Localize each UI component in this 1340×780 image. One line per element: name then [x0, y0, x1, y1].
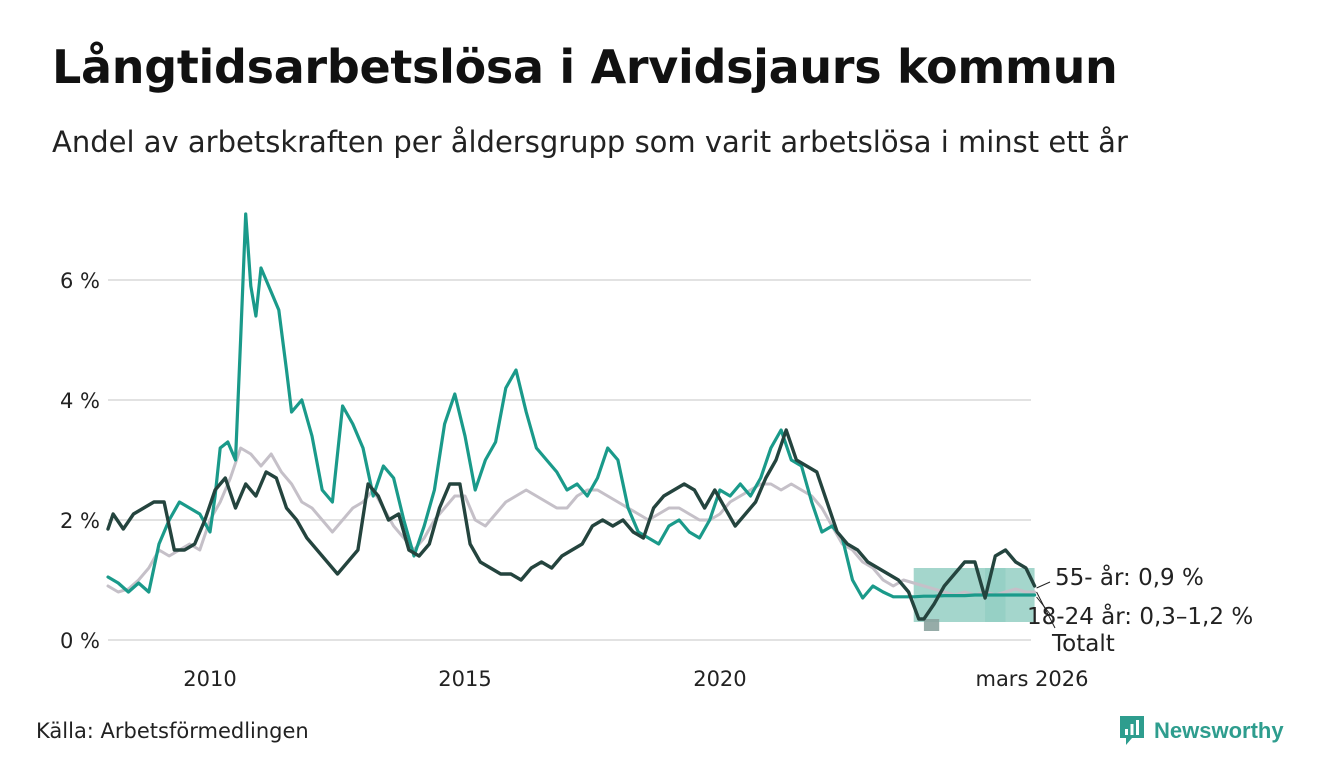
band-55 [923, 619, 940, 631]
end-label-55: 55- år: 0,9 % [1055, 563, 1204, 591]
page-subtitle: Andel av arbetskraften per åldersgrupp s… [52, 125, 1128, 159]
x-tick-label: 2020 [693, 667, 746, 691]
y-tick-label: 0 % [60, 629, 100, 653]
x-tick-label: mars 2026 [975, 667, 1088, 691]
x-tick-label: 2015 [438, 667, 491, 691]
line-totalt [106, 446, 1037, 597]
newsworthy-logo-icon [1120, 716, 1144, 745]
leader-totalt [1036, 591, 1056, 629]
source-note: Källa: Arbetsförmedlingen [36, 719, 309, 743]
page-title: Långtidsarbetslösa i Arvidsjaurs kommun [52, 40, 1118, 94]
y-tick-label: 2 % [60, 509, 100, 533]
end-label-18-24: 18-24 år: 0,3–1,2 % [1027, 602, 1253, 630]
y-tick-label: 6 % [60, 269, 100, 293]
end-label-totalt: Totalt [1051, 631, 1115, 657]
line-18-24 [106, 212, 1037, 600]
leader-55 [1036, 581, 1051, 589]
brand: Newsworthy [1118, 713, 1284, 749]
line-55 [106, 428, 1037, 621]
y-tick-label: 4 % [60, 389, 100, 413]
x-tick-label: 2010 [183, 667, 236, 691]
brand-name: Newsworthy [1154, 718, 1284, 743]
